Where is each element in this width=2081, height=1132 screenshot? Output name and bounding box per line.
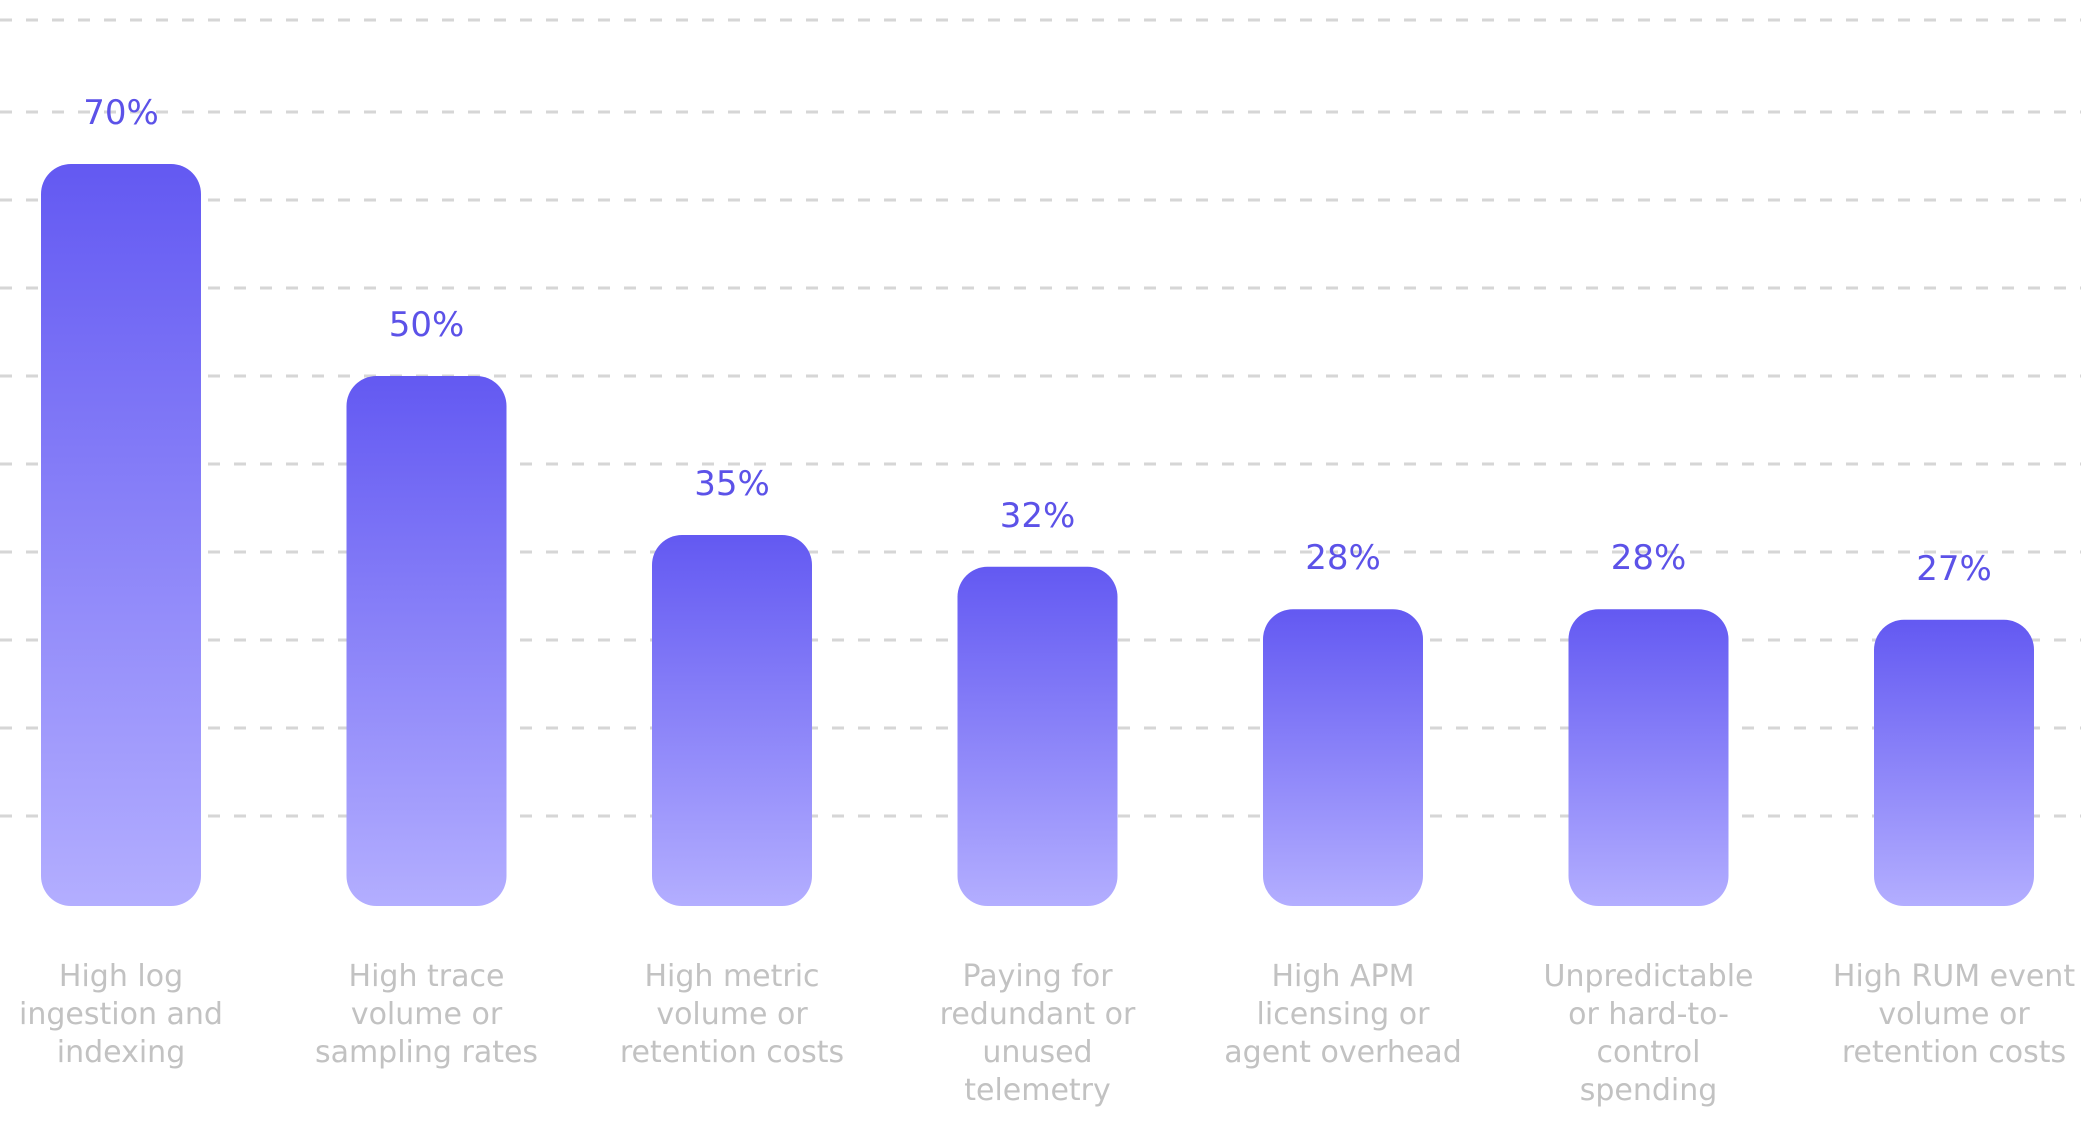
category-label-5-line-3: agent overhead <box>1224 1035 1461 1070</box>
category-label-4-line-3: unused <box>982 1035 1092 1070</box>
category-label-2-line-1: High trace <box>349 959 505 994</box>
category-label-6-line-3: control <box>1597 1035 1701 1070</box>
category-label-1: High log ingestion and indexing <box>19 959 223 1070</box>
category-label-1-line-1: High log <box>59 959 183 994</box>
category-label-1-line-3: indexing <box>57 1035 185 1070</box>
category-label-6: Unpredictable or hard-to-control spending <box>1544 959 1754 1108</box>
category-label-2: High trace volume or sampling rates <box>315 959 538 1070</box>
category-label-6-line-1: Unpredictable <box>1544 959 1754 994</box>
bar-2 <box>346 376 507 906</box>
category-label-3-line-2: volume or <box>656 997 808 1032</box>
value-label-4: 32% <box>1000 496 1076 536</box>
bar-4 <box>957 566 1118 906</box>
category-label-5-line-1: High APM <box>1272 959 1415 994</box>
bar-3 <box>652 535 812 906</box>
category-label-1-line-2: ingestion and <box>19 997 223 1032</box>
bar-1 <box>41 164 201 906</box>
category-label-6-line-2: or hard-to- <box>1568 997 1729 1032</box>
category-label-3: High metric volume or retention costs <box>620 959 844 1070</box>
bar-5 <box>1263 609 1423 906</box>
bar-6 <box>1568 609 1729 906</box>
category-label-7-line-2: volume or <box>1878 997 2030 1032</box>
category-label-4-line-4: telemetry <box>964 1073 1111 1108</box>
value-label-1: 70% <box>83 93 159 133</box>
category-label-2-line-2: volume or <box>351 997 503 1032</box>
category-label-7-line-3: retention costs <box>1842 1035 2066 1070</box>
value-label-3: 35% <box>694 464 770 504</box>
category-label-6-line-4: spending <box>1580 1073 1718 1108</box>
category-label-4-line-2: redundant or <box>940 997 1136 1032</box>
category-label-7: High RUM event volume or retention costs <box>1833 959 2075 1070</box>
value-labels: 70% 50% 35% 32% 28% 28% 27% <box>83 93 1992 589</box>
category-label-7-line-1: High RUM event <box>1833 959 2075 994</box>
value-label-5: 28% <box>1305 538 1381 578</box>
category-label-4-line-1: Paying for <box>962 959 1113 994</box>
bars <box>41 164 2034 906</box>
category-label-2-line-3: sampling rates <box>315 1035 538 1070</box>
category-label-3-line-1: High metric <box>644 959 819 994</box>
bar-7 <box>1874 619 2034 906</box>
category-label-4: Paying for redundant or unused telemetry <box>940 959 1136 1108</box>
category-label-5-line-2: licensing or <box>1257 997 1431 1032</box>
value-label-6: 28% <box>1611 538 1687 578</box>
category-label-5: High APM licensing or agent overhead <box>1224 959 1461 1070</box>
value-label-2: 50% <box>389 305 465 345</box>
category-label-3-line-3: retention costs <box>620 1035 844 1070</box>
value-label-7: 27% <box>1916 549 1992 589</box>
